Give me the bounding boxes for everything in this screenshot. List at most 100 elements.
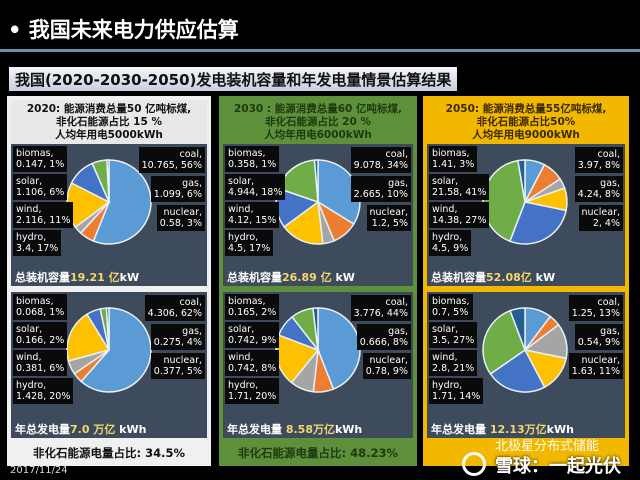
pie-svg [275,159,361,245]
slice-label-nuclear: nuclear, 1.2, 5% [366,205,411,231]
generation-total: 年总发电量 12.13万亿kWh [431,423,574,436]
pie-slice-biomas [105,307,110,351]
slice-label-nuclear: nuclear, 2, 4% [578,205,623,231]
capacity-total: 总装机容量26.89 亿 kW [227,271,355,284]
total-label: 总装机容量 [15,271,70,284]
total-label: 年总发电量 [431,423,490,436]
total-unit: kWh [334,423,363,436]
total-unit: kWh [115,423,147,436]
slice-label-wind: wind, 4.12, 15% [225,202,280,228]
scenario-header: 2030 : 能源消费总量60 亿吨标煤, 非化石能源占比 20 % 人均年用电60… [223,100,413,144]
slice-label-coal: coal, 9.078, 34% [350,147,411,173]
pie-slice-hydro [66,313,111,362]
header-line: 非化石能源占比50% [476,116,576,128]
slice-label-gas: gas, 2.665, 10% [350,176,411,202]
total-unit: kW [331,271,355,284]
slice-label-solar: solar, 3.5, 27% [429,322,478,348]
pie-slice-hydro [283,200,324,245]
scenario-column-2020: 2020: 能源消费总量50 亿吨标煤, 非化石能源占比 15 % 人均年用电500… [7,96,211,466]
total-value: 52.08亿 [486,271,532,284]
total-unit: kW [531,271,556,284]
capacity-pie-chart: coal, 9.078, 34% gas, 2.665, 10% nuclear, … [223,144,413,286]
slice-label-gas: gas, 0.275, 4% [150,324,205,350]
non-fossil-share: 非化石能源电量占比: 48.23% [238,446,398,460]
slice-label-biomas: biomas, 0.147, 1% [13,146,68,172]
slice-label-solar: solar, 4.944, 18% [225,174,286,200]
scenario-column-2030: 2030 : 能源消费总量60 亿吨标煤, 非化石能源占比 20 % 人均年用电60… [219,96,417,466]
pie-slice-biomas [313,159,319,203]
slice-label-nuclear: nuclear, 0.58, 3% [156,205,205,231]
header-line: 人均年用电6000kWh [264,129,372,141]
slice-label-biomas: biomas, 0.068, 1% [13,294,68,320]
pie-slice-solar [482,309,526,375]
slice-label-gas: gas, 0.54, 9% [574,324,623,350]
total-unit: kWh [546,423,574,436]
capacity-total: 总装机容量52.08亿 kW [431,271,555,284]
total-value: 19.21 亿 [70,271,120,284]
slice-label-nuclear: nuclear, 0.78, 9% [362,353,411,379]
generation-total: 年总发电量7.0 万亿 kWh [15,423,146,436]
pie-slice-biomas [106,159,110,203]
slice-label-coal: coal, 10.765, 56% [138,147,205,173]
pie-svg [482,159,568,245]
slice-label-hydro: hydro, 1.71, 20% [225,378,280,404]
watermark-source: 北极星分布式储能 [495,439,600,454]
slice-label-coal: coal, 4.306, 62% [144,295,205,321]
watermark-brand: 雪球：一起光伏 [495,456,621,477]
slice-label-wind: wind, 14.38, 27% [429,202,490,228]
pie-svg [482,307,568,393]
pie-svg [66,159,152,245]
pie-slice-wind [489,348,546,393]
slice-label-coal: coal, 1.25, 13% [568,295,623,321]
slice-label-hydro: hydro, 4.5, 17% [225,230,274,256]
total-value: 26.89 亿 [282,271,332,284]
generation-pie-chart: coal, 3.776, 44% gas, 0.666, 8% nuclear, 0… [223,292,413,438]
date-label: 2017/11/24 [10,465,68,476]
capacity-total: 总装机容量19.21 亿kW [15,271,139,284]
slice-label-solar: solar, 21.58, 41% [429,174,490,200]
slice-label-nuclear: nuclear, 0.377, 5% [150,353,205,379]
pie-slice-wind [508,201,568,245]
capacity-pie-chart: coal, 3.97, 8% gas, 4.24, 8% nuclear, 2, 4… [427,144,625,286]
header-line: 非化石能源占比 15 % [56,116,162,128]
title-divider [0,49,640,52]
slide-subtitle: 我国(2020-2030-2050)发电装机容量和年发电量情景估算结果 [9,67,458,91]
total-value: 8.58万亿 [285,423,335,436]
header-line: 人均年用电9000kWh [472,129,580,141]
slice-label-hydro: hydro, 4.5, 9% [429,230,472,256]
slice-label-wind: wind, 0.381, 6% [13,350,68,376]
pie-slice-coal [80,307,152,393]
slice-label-biomas: biomas, 0.7, 5% [429,294,473,320]
slice-label-hydro: hydro, 1.428, 20% [13,378,74,404]
header-line: 2030 : 能源消费总量60 亿吨标煤, [234,103,402,115]
pie-svg [275,307,361,393]
slice-label-gas: gas, 1.099, 6% [150,176,205,202]
slice-label-nuclear: nuclear, 1.63, 11% [568,353,623,379]
slice-label-gas: gas, 4.24, 8% [574,176,623,202]
slide-title: • 我国未来电力供应估算 [8,18,239,42]
slice-label-solar: solar, 0.166, 2% [13,322,68,348]
pie-slice-coal [92,159,152,245]
slice-label-wind: wind, 2.116, 11% [13,202,74,228]
slice-label-coal: coal, 3.97, 8% [574,147,623,173]
scenario-column-2050: 2050: 能源消费总量55亿吨标煤, 非化石能源占比50% 人均年用电9000kW… [423,96,629,466]
scenario-header: 2050: 能源消费总量55亿吨标煤, 非化石能源占比50% 人均年用电9000kW… [427,100,625,144]
generation-pie-chart: coal, 4.306, 62% gas, 0.275, 4% nuclear, 0… [11,292,207,438]
total-unit: kW [119,271,140,284]
generation-pie-chart: coal, 1.25, 13% gas, 0.54, 9% nuclear, 1.6… [427,292,625,438]
pie-slice-biomas [312,307,319,351]
slice-label-biomas: biomas, 1.41, 3% [429,146,478,172]
pie-slice-biomas [517,159,526,203]
slice-label-biomas: biomas, 0.358, 1% [225,146,280,172]
xueqiu-logo-icon [462,452,486,476]
capacity-pie-chart: coal, 10.765, 56% gas, 1.099, 6% nuclear, … [11,144,207,286]
generation-total: 年总发电量 8.58万亿kWh [227,423,362,436]
total-value: 7.0 万亿 [70,423,116,436]
header-line: 2050: 能源消费总量55亿吨标煤, [445,103,607,115]
slice-label-gas: gas, 0.666, 8% [356,324,411,350]
non-fossil-share: 非化石能源电量占比: 34.5% [33,446,185,460]
slice-label-hydro: hydro, 1.71, 14% [429,378,484,404]
pie-svg [66,307,152,393]
slice-label-solar: solar, 0.742, 9% [225,322,280,348]
total-label: 总装机容量 [431,271,486,284]
